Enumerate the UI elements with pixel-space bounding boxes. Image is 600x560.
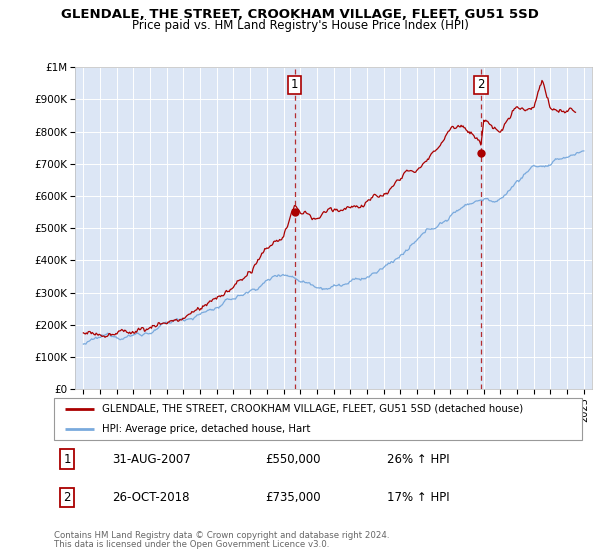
Text: GLENDALE, THE STREET, CROOKHAM VILLAGE, FLEET, GU51 5SD: GLENDALE, THE STREET, CROOKHAM VILLAGE, … [61,8,539,21]
Text: 26% ↑ HPI: 26% ↑ HPI [386,452,449,465]
Text: Contains HM Land Registry data © Crown copyright and database right 2024.: Contains HM Land Registry data © Crown c… [54,531,389,540]
Text: Price paid vs. HM Land Registry's House Price Index (HPI): Price paid vs. HM Land Registry's House … [131,19,469,32]
Text: 17% ↑ HPI: 17% ↑ HPI [386,491,449,504]
Text: This data is licensed under the Open Government Licence v3.0.: This data is licensed under the Open Gov… [54,540,329,549]
Text: 1: 1 [291,78,298,91]
Text: 2: 2 [477,78,485,91]
Text: £550,000: £550,000 [265,452,321,465]
Text: 2: 2 [64,491,71,504]
Text: 26-OCT-2018: 26-OCT-2018 [112,491,190,504]
Text: GLENDALE, THE STREET, CROOKHAM VILLAGE, FLEET, GU51 5SD (detached house): GLENDALE, THE STREET, CROOKHAM VILLAGE, … [101,404,523,414]
Text: £735,000: £735,000 [265,491,321,504]
Text: HPI: Average price, detached house, Hart: HPI: Average price, detached house, Hart [101,424,310,434]
FancyBboxPatch shape [54,398,582,440]
Text: 31-AUG-2007: 31-AUG-2007 [112,452,191,465]
Text: 1: 1 [64,452,71,465]
